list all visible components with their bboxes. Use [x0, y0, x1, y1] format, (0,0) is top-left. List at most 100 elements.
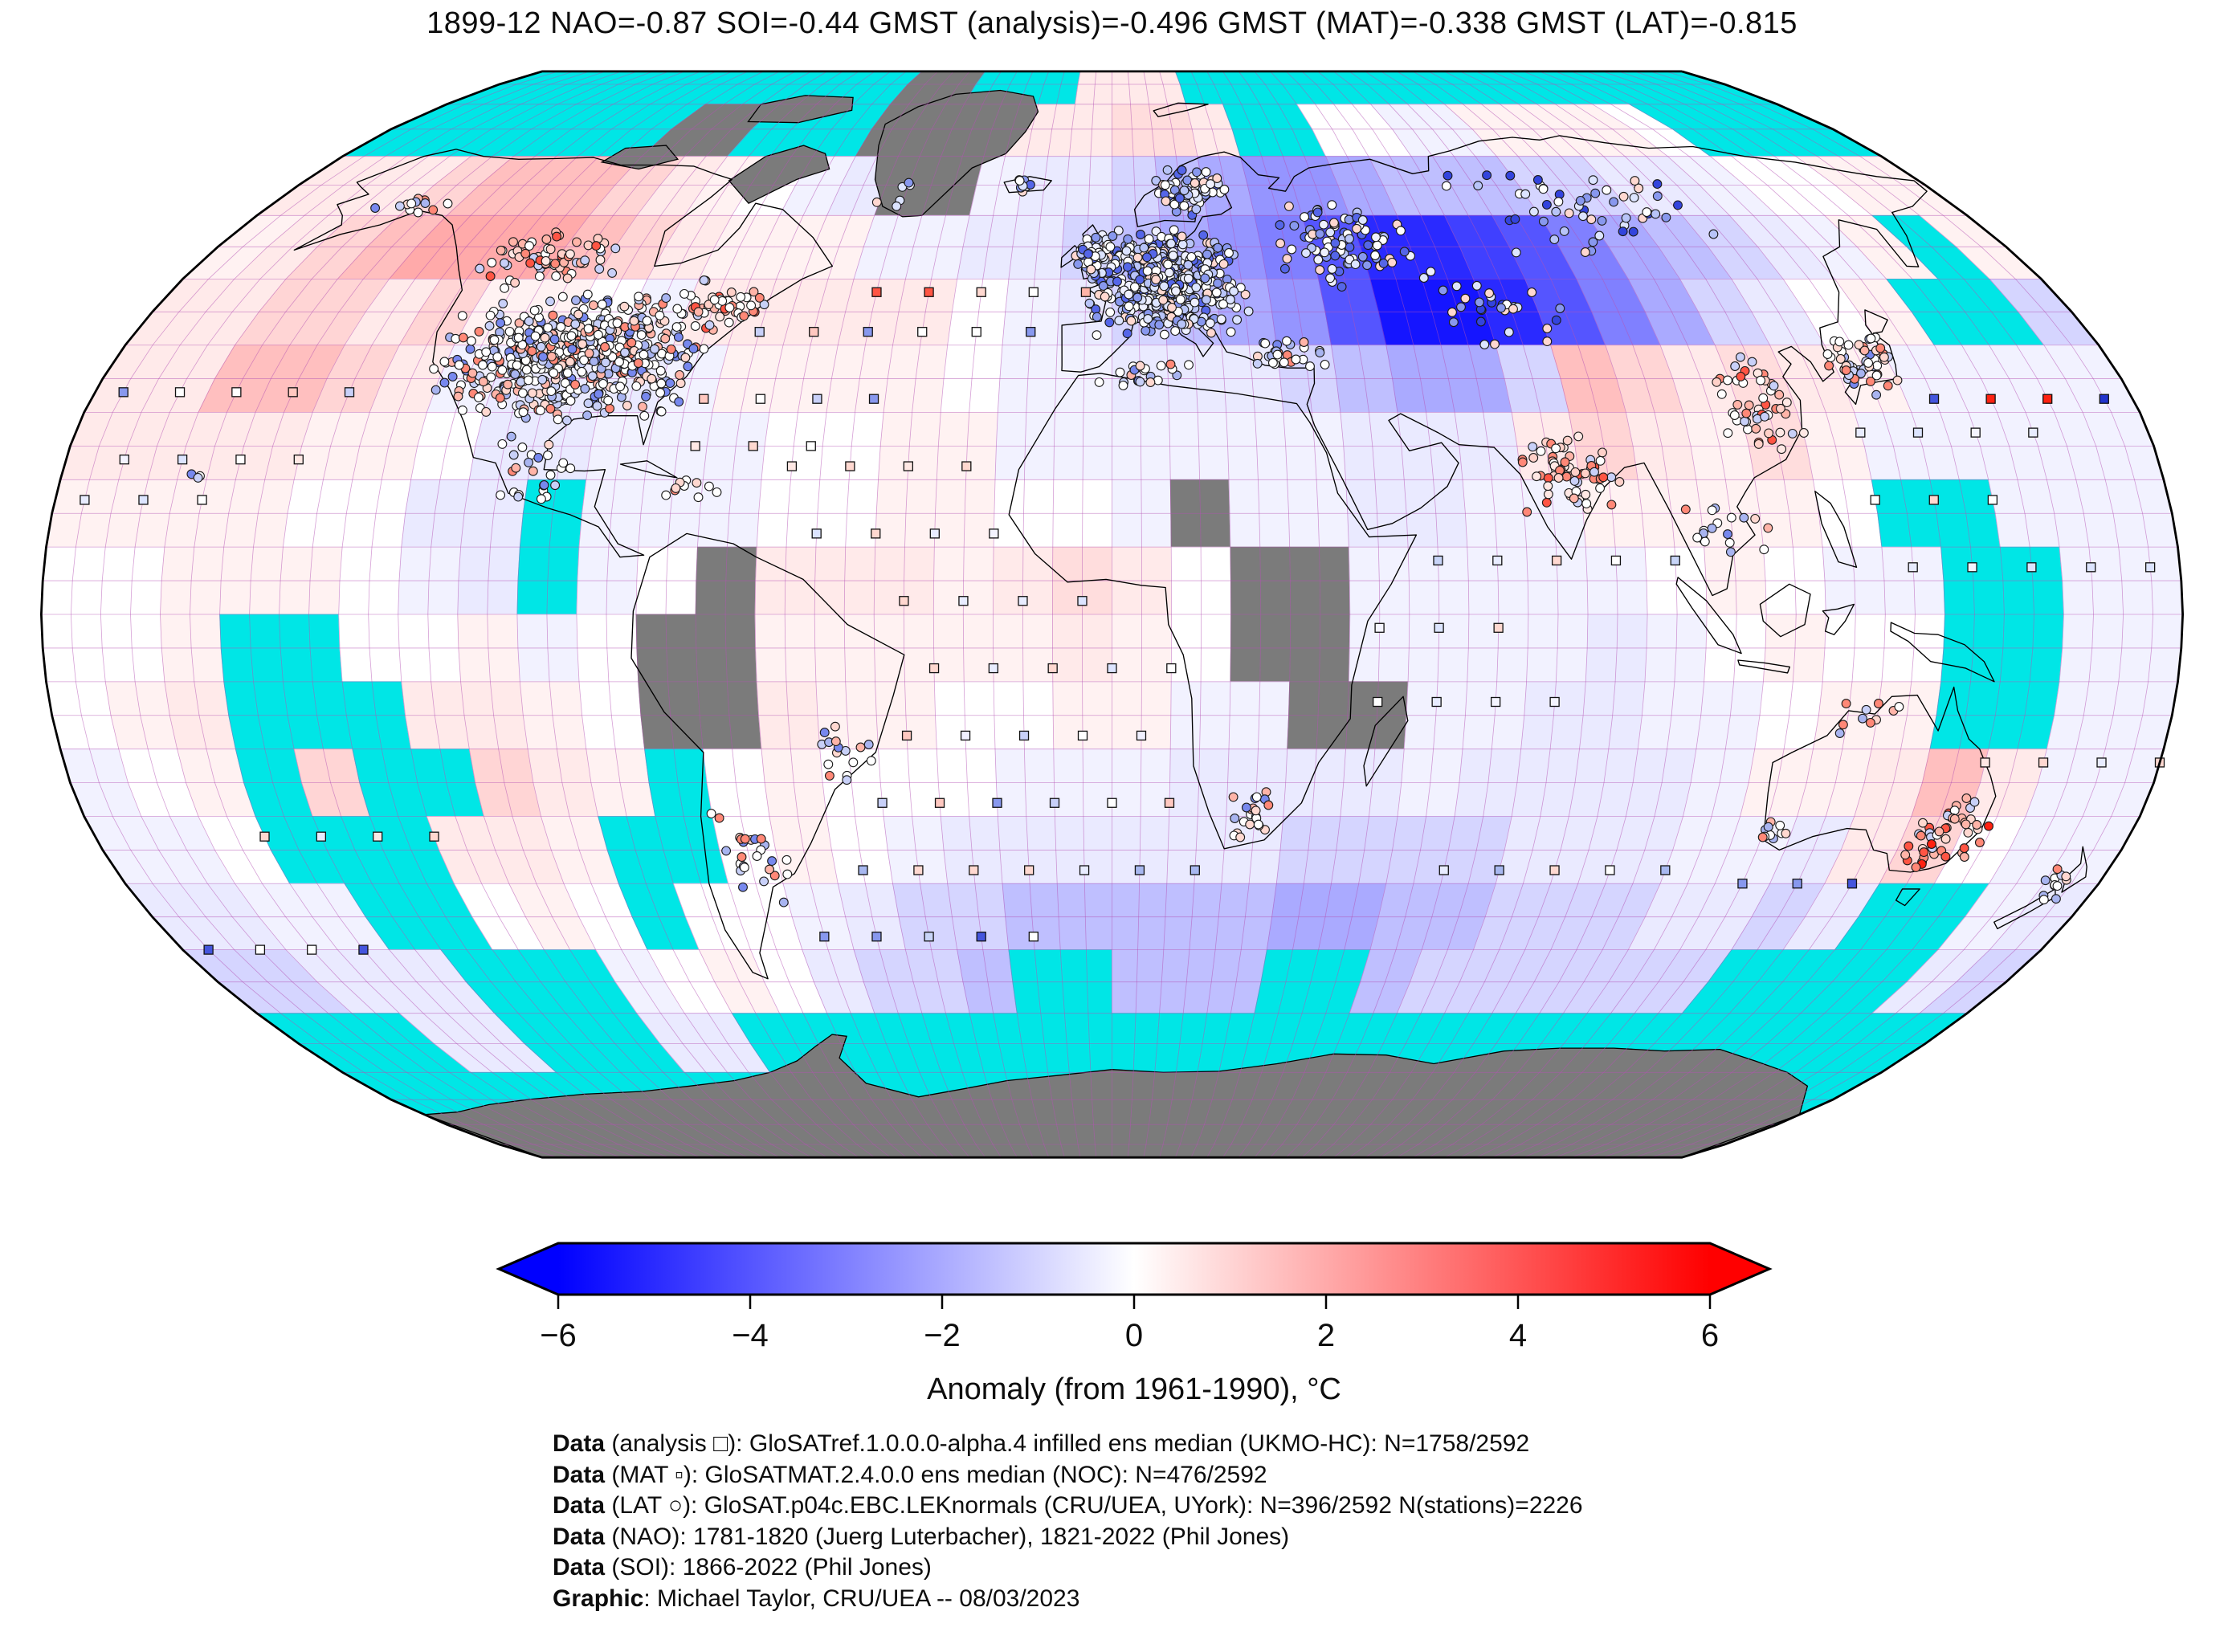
station-circle-se-australia	[1919, 847, 1929, 858]
ship-obs-square	[2096, 757, 2107, 768]
station-circle-europe	[1205, 318, 1215, 328]
station-circle-siberia	[1652, 191, 1663, 202]
ship-obs-square	[2038, 757, 2049, 768]
station-circle-usa	[561, 415, 572, 426]
station-circle-europe	[1240, 289, 1251, 300]
station-circle-india	[1517, 457, 1528, 467]
station-circle-se-australia	[1972, 820, 1982, 830]
station-circle-usa	[484, 320, 495, 331]
ship-obs-square	[1026, 327, 1036, 337]
ship-obs-square	[845, 461, 855, 471]
station-circle-siberia	[1538, 184, 1549, 194]
station-circle-india	[1528, 453, 1539, 463]
station-circle-scandinavia	[1201, 167, 1211, 177]
station-circle-usa	[690, 321, 700, 331]
station-circle-west-russia	[1399, 247, 1410, 257]
station-circle-canada-east	[749, 287, 759, 297]
station-circle-india	[1562, 435, 1573, 446]
gridline-meridian	[70, 71, 558, 1158]
gridline-meridian	[1508, 71, 1856, 1158]
station-circle-east-china	[1753, 438, 1764, 449]
station-circle-north-australia-coast	[1858, 713, 1867, 724]
map-outline	[39, 70, 2185, 1159]
station-circle-siberia	[1642, 207, 1652, 218]
station-circle-se-australia	[1916, 830, 1926, 841]
ship-obs-square	[863, 327, 873, 337]
station-circle-se-asia-coast	[1723, 529, 1732, 540]
station-circle-scandinavia	[1191, 204, 1202, 214]
station-circle-europe	[1213, 278, 1223, 288]
grid-cell	[1159, 949, 1216, 1014]
station-circle-usa	[549, 334, 560, 345]
station-circle-europe	[1141, 325, 1151, 336]
station-circle-usa	[565, 396, 576, 406]
station-circle-usa	[510, 369, 520, 379]
ship-obs-square	[203, 944, 214, 955]
station-circle-europe	[1159, 329, 1169, 340]
station-circle-europe	[1136, 230, 1145, 239]
station-circle-west-russia	[1315, 229, 1325, 239]
coastline-australia	[1762, 686, 1997, 873]
station-circle-europe	[1164, 267, 1174, 278]
station-circle-usa	[641, 391, 651, 402]
station-circle-south-africa	[1228, 792, 1239, 802]
gridline-meridian	[1159, 71, 1202, 1158]
station-circle-usa	[567, 344, 577, 354]
ship-obs-square	[877, 797, 888, 808]
station-circle-india	[1560, 457, 1570, 467]
station-circle-new-zealand	[2040, 875, 2051, 886]
station-circle-west-russia	[1275, 220, 1285, 230]
station-circle-europe	[1170, 326, 1181, 337]
station-circle-west-russia	[1282, 254, 1292, 264]
station-circle-europe	[1183, 259, 1194, 270]
station-circle-south-africa	[1235, 832, 1246, 842]
station-circle-se-australia	[1900, 850, 1911, 860]
station-circle-europe	[1218, 259, 1229, 269]
station-circle-usa	[675, 378, 686, 389]
station-circle-usa	[573, 309, 584, 320]
station-circle-usa	[538, 352, 549, 362]
ship-obs-square	[786, 461, 798, 471]
station-circle-caribbean	[692, 478, 702, 488]
coastline-java	[1737, 659, 1790, 674]
station-circle-caribbean	[671, 483, 681, 493]
gridline-meridian	[279, 71, 669, 1158]
station-circle-brazil-coast	[863, 740, 874, 749]
ship-obs-square	[1164, 797, 1175, 808]
station-circle-europe	[1225, 295, 1235, 304]
station-circle-east-china	[1774, 390, 1785, 400]
station-circle-east-china	[1769, 381, 1779, 391]
ship-obs-square	[809, 327, 819, 337]
station-circle-usa	[655, 388, 666, 398]
station-circle-europe	[1100, 292, 1110, 302]
station-circle-india	[1553, 473, 1564, 483]
coastline-philippines	[1814, 490, 1858, 568]
station-circle-east-china	[1777, 444, 1787, 455]
station-circle-japan-korea	[1856, 369, 1866, 378]
station-circle-siberia	[1628, 226, 1638, 237]
station-circle-usa	[549, 368, 559, 378]
station-circle-usa	[600, 342, 610, 352]
station-circle-canada-east	[746, 300, 757, 311]
station-circle-usa	[570, 379, 581, 390]
station-circle-europe	[1186, 251, 1197, 262]
station-circle-siberia	[1590, 188, 1601, 198]
station-circle-mexico-central-america	[565, 463, 576, 474]
station-circle-usa	[486, 372, 496, 382]
ship-obs-square	[429, 831, 439, 842]
station-circle-siberia	[1651, 209, 1661, 219]
station-circle-usa	[540, 332, 550, 343]
station-circle-turkey-levant	[1315, 348, 1325, 358]
station-circle-usa	[543, 323, 553, 333]
station-circle-canada-east	[704, 320, 715, 330]
colorbar-tick-label: 4	[1509, 1318, 1527, 1353]
station-circle-turkey-levant	[1291, 354, 1301, 365]
ship-obs-square	[1847, 879, 1858, 889]
station-circle-canada-south	[524, 241, 534, 251]
coastline-tasmania	[1895, 888, 1920, 907]
station-circle-south-america-south	[706, 809, 716, 819]
station-circle-north-africa-med	[1145, 377, 1156, 387]
station-circle-india	[1598, 472, 1609, 483]
station-circle-se-australia	[1934, 826, 1944, 837]
ship-obs-square	[1551, 555, 1562, 566]
